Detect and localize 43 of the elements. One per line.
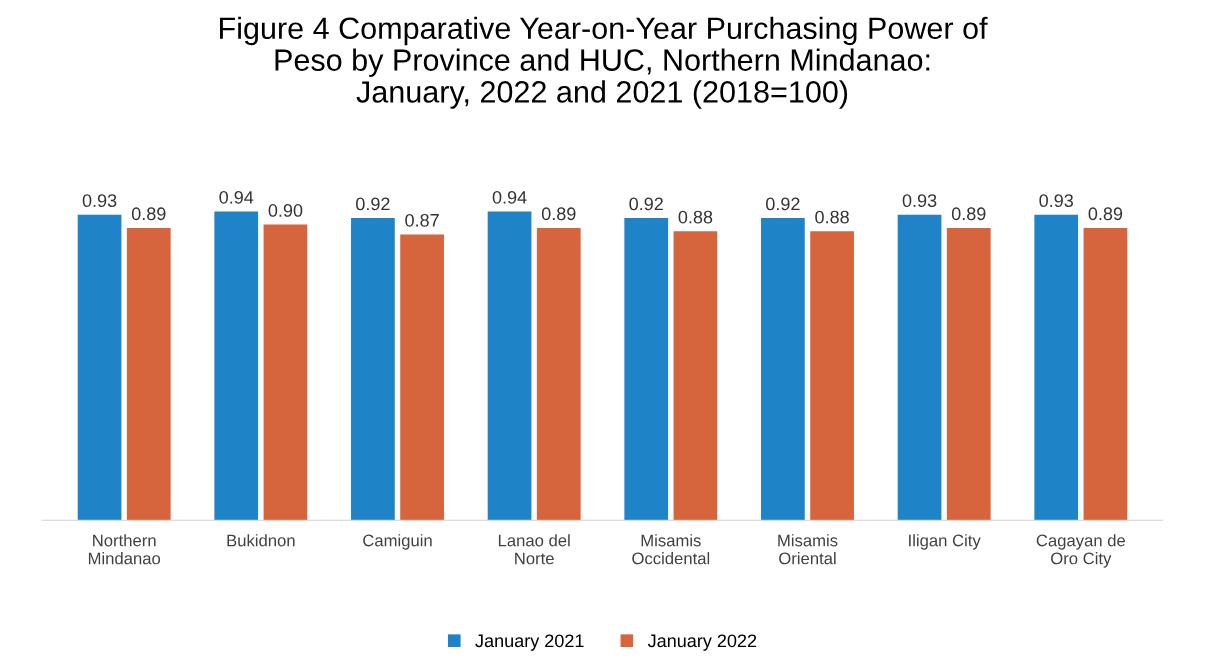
data-label: 0.87: [405, 213, 439, 227]
bar: [400, 234, 444, 521]
bar: [1083, 227, 1128, 521]
bar: [761, 218, 805, 521]
data-label: 0.92: [766, 197, 800, 211]
x-tick-label: Lanao del Norte: [498, 534, 570, 565]
bar: [126, 227, 171, 521]
bar: [1034, 214, 1079, 521]
bar: [77, 214, 122, 521]
bar: [673, 231, 718, 521]
data-label: 0.89: [1088, 207, 1123, 221]
data-label: 0.88: [815, 210, 849, 224]
bar: [897, 214, 942, 521]
data-label: 0.93: [902, 194, 937, 208]
bar: [810, 231, 854, 521]
data-label: 0.89: [951, 207, 986, 221]
x-tick-label: Bukidnon: [227, 534, 295, 547]
x-tick-label: Iligan City: [909, 534, 981, 550]
bar: [214, 211, 259, 521]
x-tick-label: Northern Mindanao: [88, 534, 161, 565]
x-tick-label: Misamis Occidental: [632, 534, 710, 565]
x-tick-label: Camiguin: [363, 534, 432, 550]
bar: [487, 211, 532, 521]
data-label: 0.94: [219, 190, 254, 204]
data-label: 0.88: [678, 210, 713, 224]
data-label: 0.94: [492, 190, 527, 204]
data-label: 0.93: [1039, 194, 1074, 208]
data-label: 0.93: [82, 194, 117, 208]
bar: [624, 218, 669, 521]
data-label: 0.89: [131, 207, 166, 221]
data-label: 0.92: [356, 197, 390, 211]
data-label: 0.89: [541, 207, 576, 221]
data-label: 0.90: [268, 204, 303, 217]
chart-title: Figure 4 Comparative Year-on-Year Purchasing Power of Peso by Province and HUC, Northern Mindanao: January, 2022 and 2021 (2018=100): [220, 16, 988, 109]
bar: [351, 218, 395, 521]
bar: [263, 224, 308, 521]
legend-label: January 2022: [647, 634, 757, 651]
x-tick-label: Misamis Oriental: [778, 534, 838, 565]
bar: [536, 227, 581, 521]
x-tick-label: Cagayan de Oro City: [1036, 534, 1126, 568]
bar: [946, 227, 991, 521]
data-label: 0.92: [629, 197, 663, 211]
legend-label: January 2021: [475, 634, 584, 651]
